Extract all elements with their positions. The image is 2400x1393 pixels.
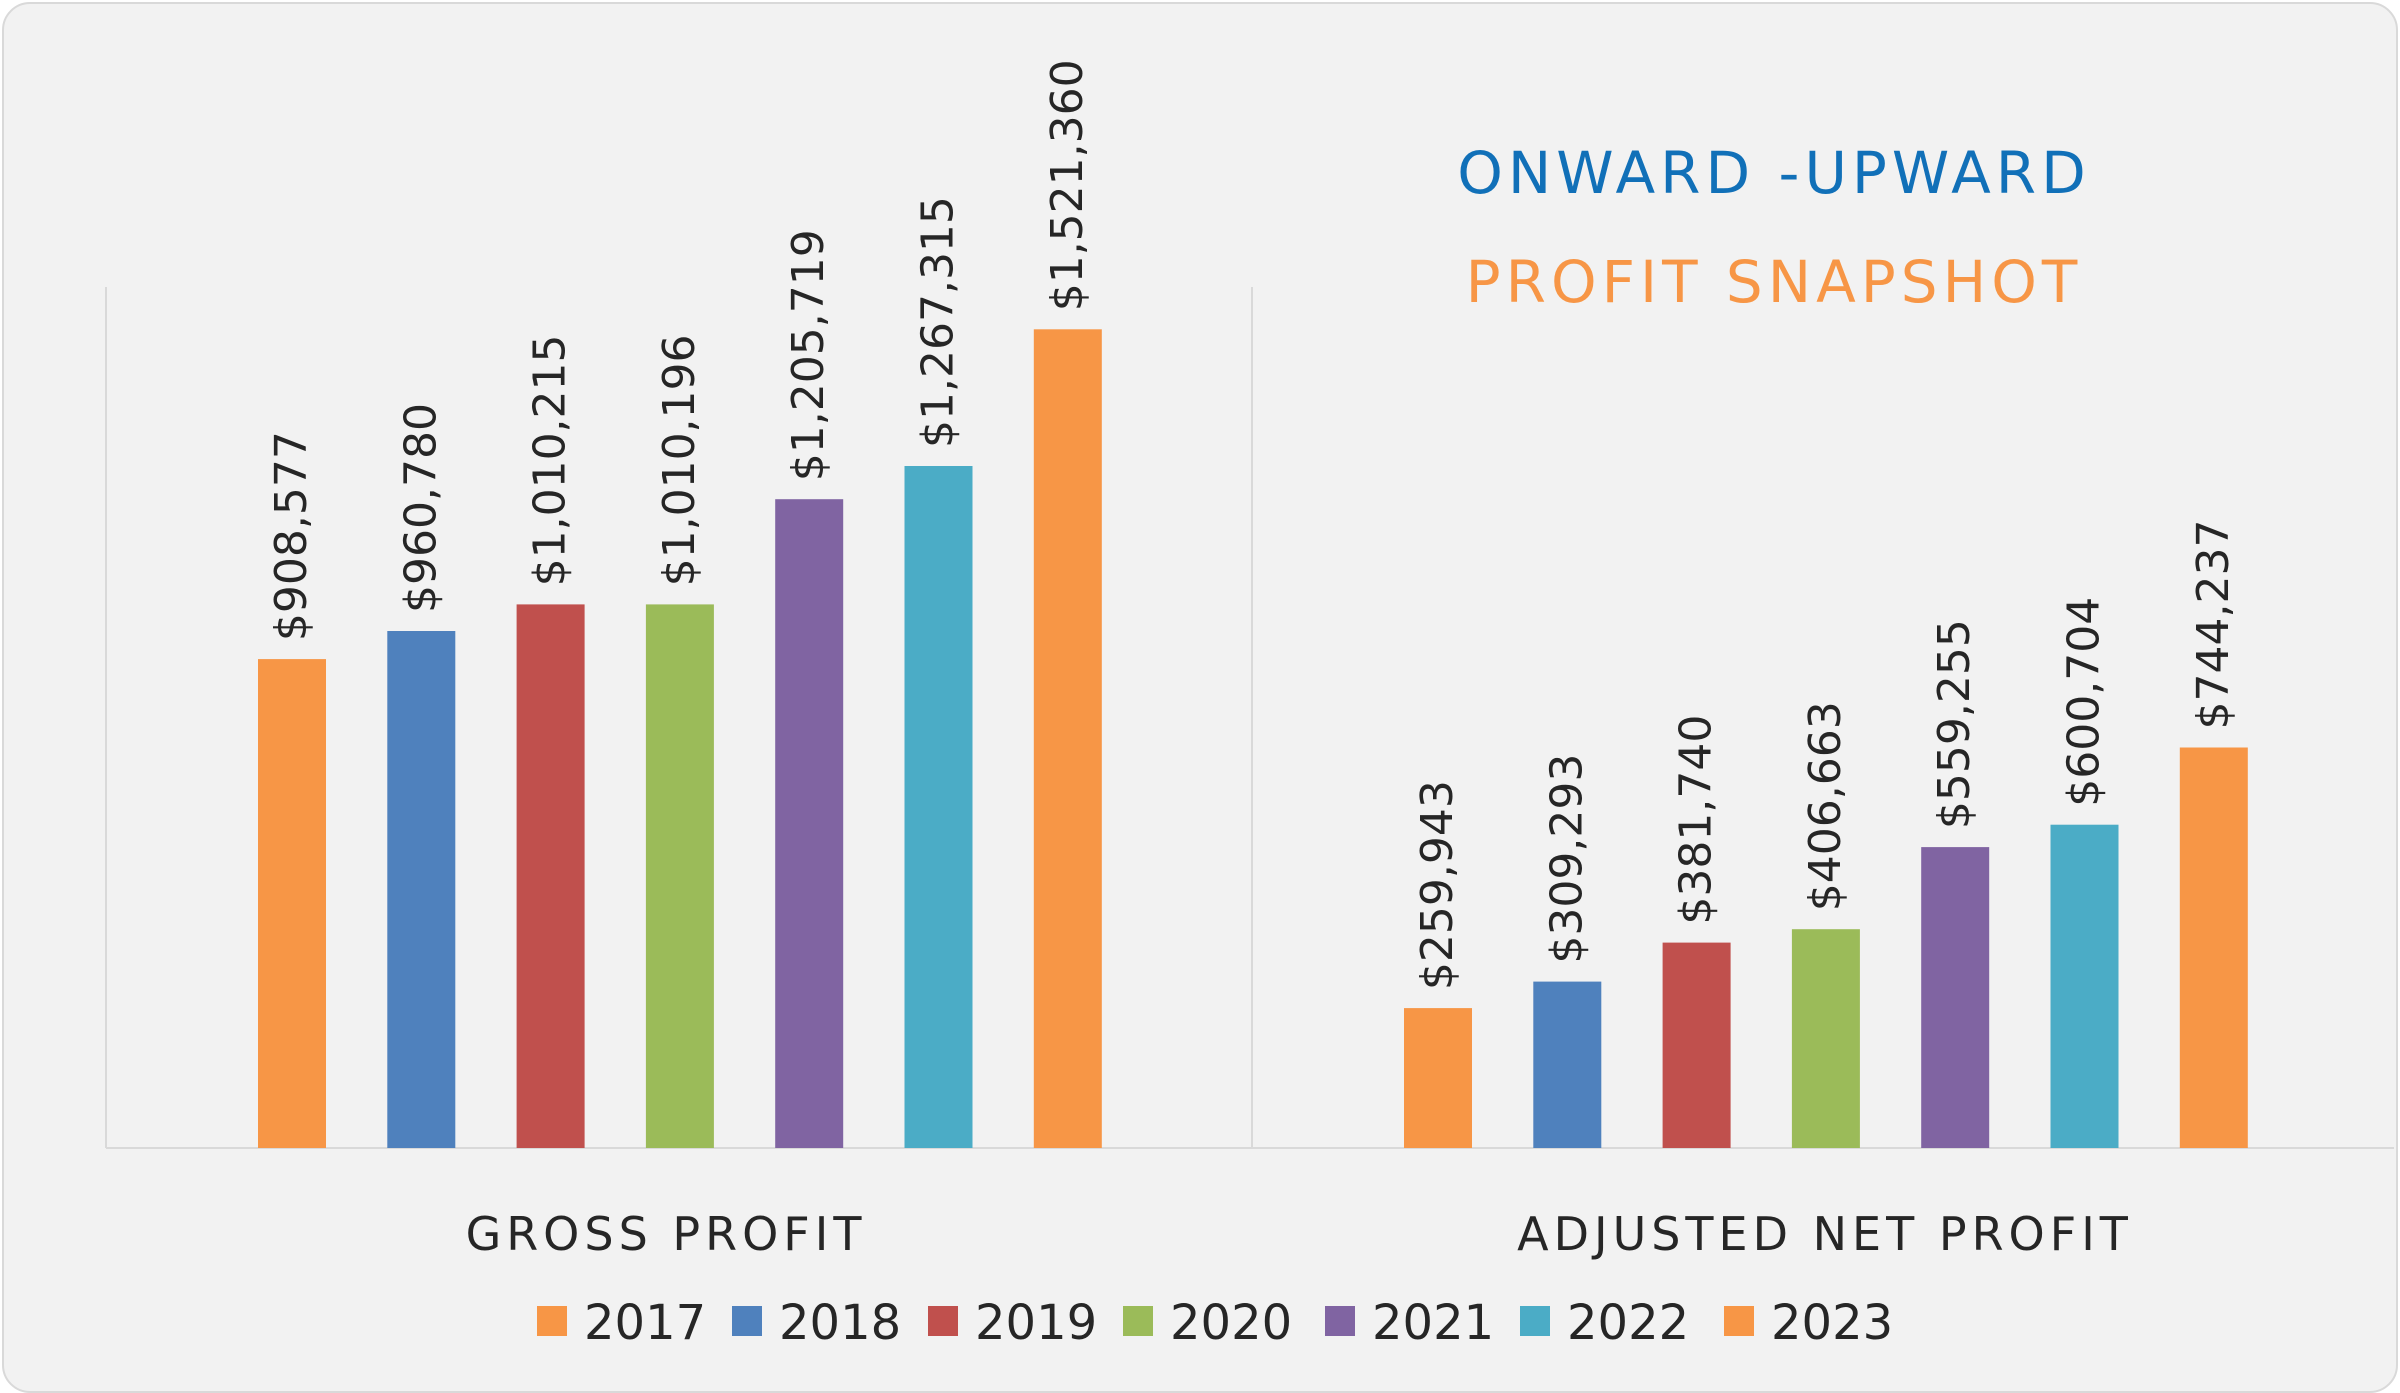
legend-swatch-2019 — [928, 1306, 958, 1336]
bar-2022-gross-profit — [904, 466, 973, 1148]
bar-2023-gross-profit — [1033, 329, 1102, 1148]
bar-2017-adjusted-net-profit — [1404, 1008, 1472, 1148]
category-label: GROSS PROFIT — [466, 1207, 867, 1261]
bar-2020-gross-profit — [645, 604, 714, 1148]
data-label: $1,205,719 — [783, 229, 834, 481]
bar-2017-gross-profit — [258, 659, 326, 1148]
data-label: $960,780 — [395, 403, 446, 613]
data-label: $908,577 — [266, 431, 317, 641]
bar-2018-gross-profit — [387, 631, 456, 1148]
bar-2019-gross-profit — [516, 604, 585, 1148]
legend-label-2020: 2020 — [1170, 1295, 1292, 1351]
legend-label-2018: 2018 — [779, 1295, 901, 1351]
data-label: $744,237 — [2188, 520, 2239, 730]
legend-swatch-2023 — [1724, 1306, 1754, 1336]
data-label: $406,663 — [1800, 701, 1851, 911]
bar-2022-adjusted-net-profit — [2050, 824, 2119, 1148]
legend-swatch-2022 — [1520, 1306, 1550, 1336]
data-label: $1,267,315 — [913, 196, 964, 448]
chart-subtitle: PROFIT SNAPSHOT — [1465, 248, 2083, 316]
legend-swatch-2017 — [537, 1306, 567, 1336]
bar-2021-adjusted-net-profit — [1921, 847, 1990, 1148]
data-label: $309,293 — [1541, 754, 1592, 964]
bar-2020-adjusted-net-profit — [1791, 929, 1860, 1148]
bar-2018-adjusted-net-profit — [1533, 981, 1602, 1148]
legend-label-2021: 2021 — [1372, 1295, 1494, 1351]
legend-label-2023: 2023 — [1771, 1295, 1893, 1351]
legend-swatch-2018 — [732, 1306, 762, 1336]
data-label: $1,521,360 — [1042, 59, 1093, 311]
legend-swatch-2021 — [1325, 1306, 1355, 1336]
legend-label-2019: 2019 — [975, 1295, 1097, 1351]
chart-title: ONWARD -UPWARD — [1457, 139, 2091, 207]
data-label: $559,255 — [1929, 619, 1980, 829]
category-label: ADJUSTED NET PROFIT — [1517, 1207, 2133, 1261]
bar-2023-adjusted-net-profit — [2179, 747, 2248, 1148]
data-label: $259,943 — [1412, 780, 1463, 990]
data-label: $381,740 — [1671, 715, 1722, 925]
bar-2021-gross-profit — [775, 499, 844, 1148]
legend-swatch-2020 — [1123, 1306, 1153, 1336]
data-label: $600,704 — [2059, 597, 2110, 807]
legend-label-2017: 2017 — [584, 1295, 706, 1351]
legend-label-2022: 2022 — [1567, 1295, 1689, 1351]
bar-2019-adjusted-net-profit — [1662, 942, 1731, 1148]
data-label: $1,010,215 — [525, 334, 576, 586]
data-label: $1,010,196 — [654, 334, 705, 586]
